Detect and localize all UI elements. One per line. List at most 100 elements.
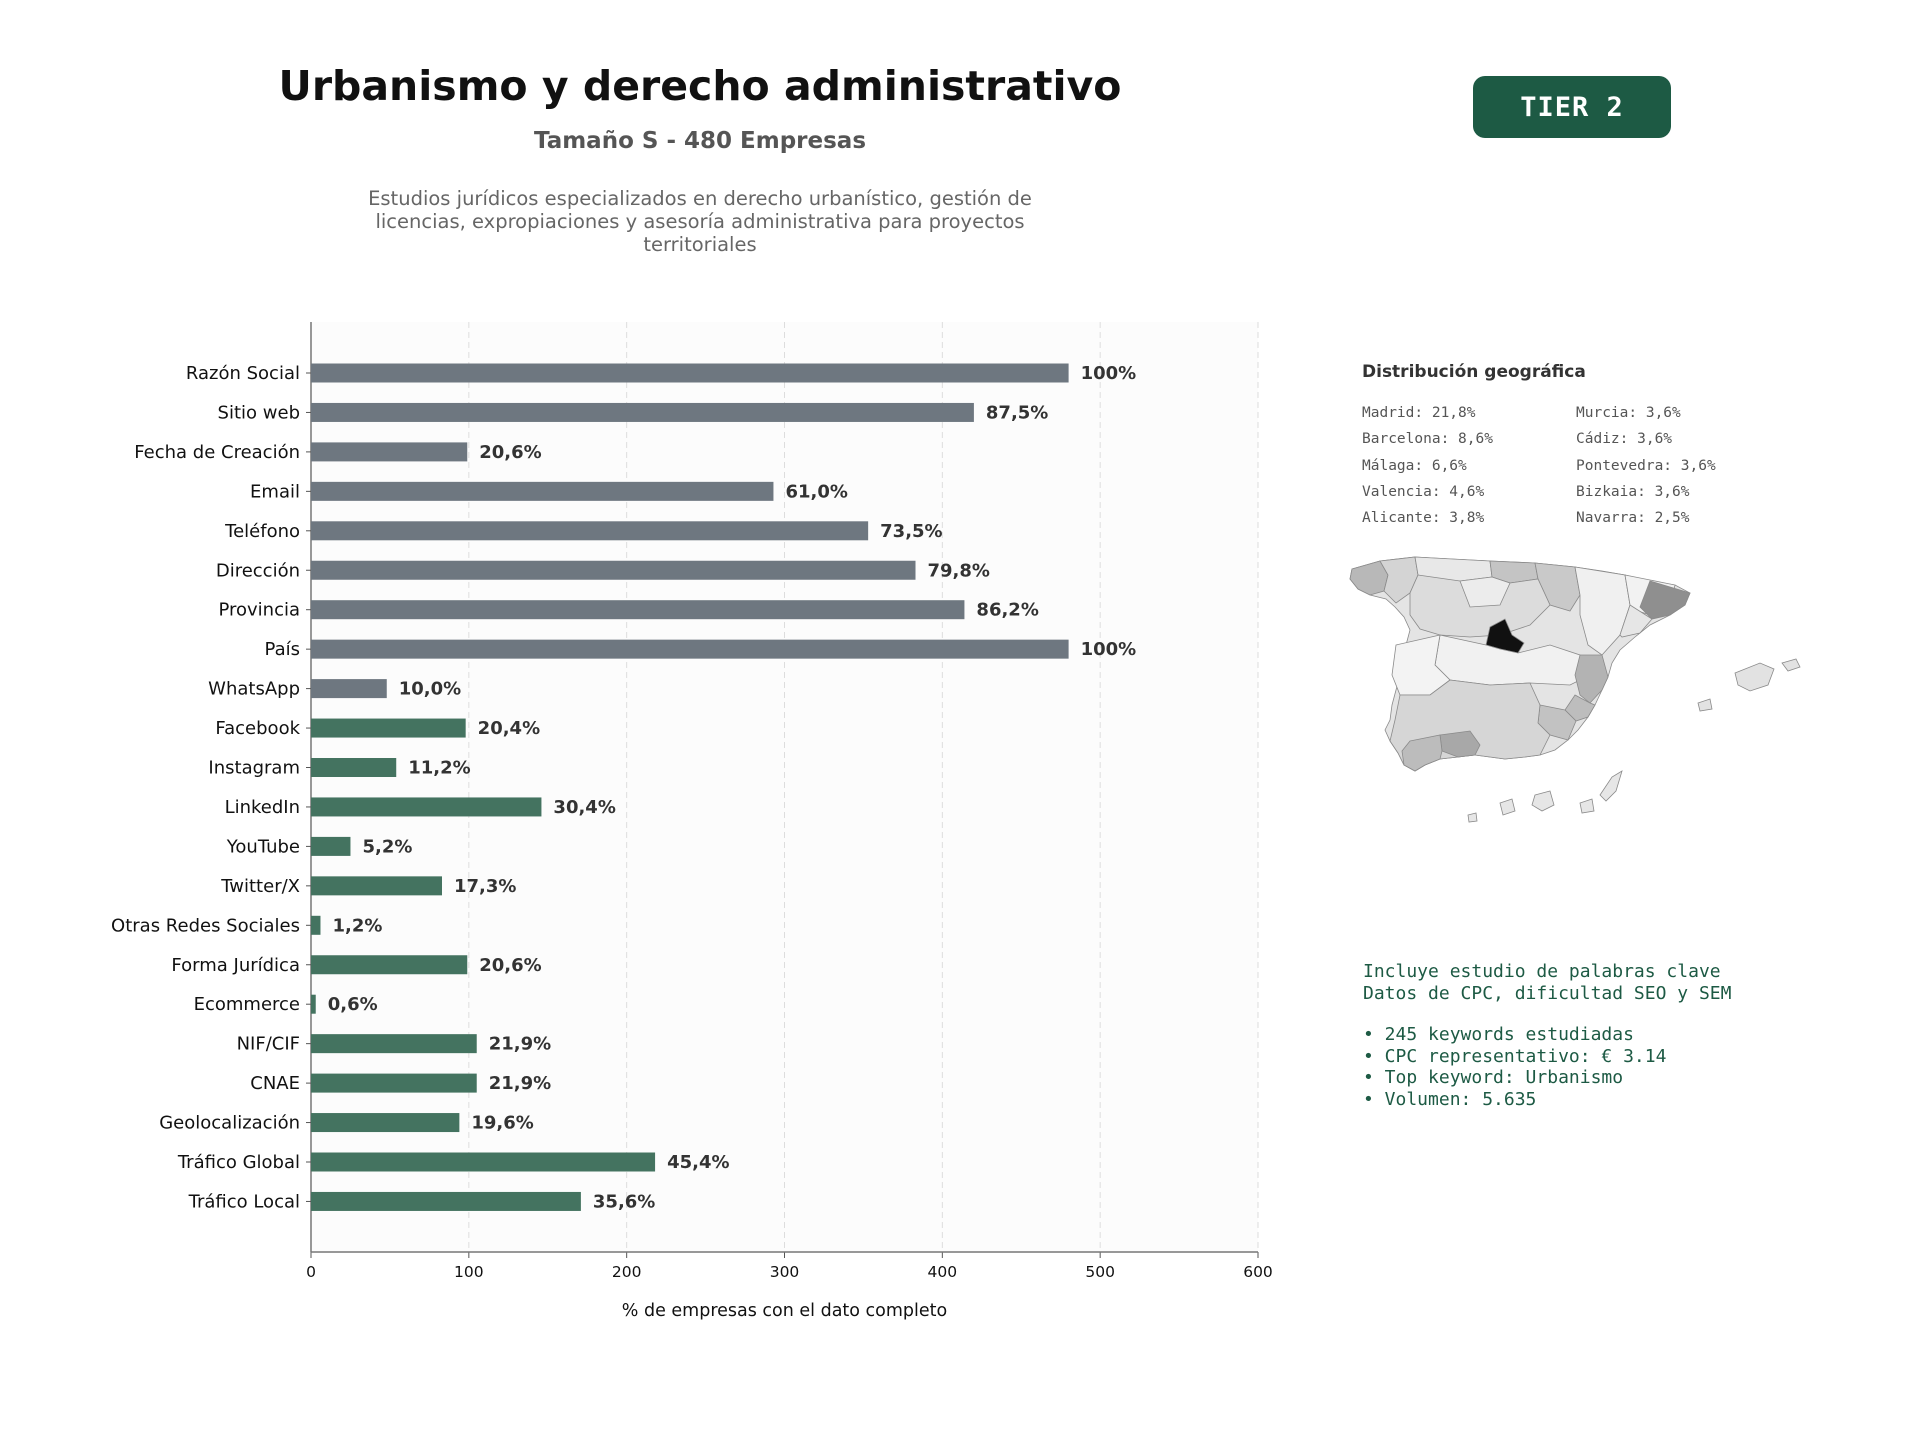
bar: [311, 955, 468, 975]
data-label: 86,2%: [976, 600, 1038, 621]
category-label: Email: [250, 481, 300, 502]
x-tick-label: 0: [306, 1263, 316, 1281]
map-barcelona: [1639, 580, 1691, 620]
category-label: Sitio web: [218, 402, 300, 423]
data-label: 45,4%: [667, 1152, 729, 1173]
map-leon-east: [1459, 576, 1511, 608]
bar: [311, 1191, 581, 1211]
map-canarias-4: [1599, 770, 1623, 802]
category-label: CNAE: [250, 1073, 300, 1094]
bar: [311, 442, 468, 462]
page-subtitle: Tamaño S - 480 Empresas: [533, 128, 867, 154]
category-label: Ecommerce: [194, 994, 300, 1015]
bar: [311, 363, 1069, 383]
data-label: 61,0%: [785, 481, 847, 502]
map-menorca: [1781, 658, 1801, 672]
bar: [311, 600, 965, 620]
geo-entry: Murcia: 3,6%: [1576, 405, 1681, 421]
bar: [311, 1152, 656, 1172]
bar: [311, 679, 387, 699]
data-label: 79,8%: [928, 560, 990, 581]
x-axis-label: % de empresas con el dato completo: [622, 1301, 947, 1321]
category-label: Provincia: [218, 600, 300, 621]
bar: [311, 1034, 477, 1054]
geo-distribution-title: Distribución geográfica: [1362, 362, 1586, 382]
x-tick-label: 500: [1085, 1263, 1115, 1281]
data-label: 20,6%: [479, 442, 541, 463]
category-label: Instagram: [208, 758, 300, 779]
bar: [311, 521, 869, 541]
data-label: 5,2%: [362, 836, 412, 857]
map-valencia: [1574, 654, 1609, 704]
x-tick-label: 600: [1243, 1263, 1273, 1281]
map-mallorca: [1734, 662, 1775, 692]
bar: [311, 1073, 477, 1093]
category-label: Fecha de Creación: [134, 442, 300, 463]
tier-badge: TIER 2: [1473, 76, 1671, 138]
data-label: 11,2%: [408, 758, 470, 779]
bar: [311, 1113, 460, 1133]
data-label: 20,4%: [478, 718, 540, 739]
keyword-bullet: • Volumen: 5.635: [1363, 1088, 1537, 1110]
geo-entry: Pontevedra: 3,6%: [1576, 457, 1716, 474]
keyword-study-info: Incluye estudio de palabras clave Datos …: [1363, 961, 1731, 1110]
keyword-line: Datos de CPC, dificultad SEO y SEM: [1363, 982, 1732, 1004]
data-label: 100%: [1081, 363, 1137, 384]
bar: [311, 481, 774, 501]
category-label: Teléfono: [224, 521, 300, 542]
category-label: LinkedIn: [225, 797, 300, 818]
bar: [311, 758, 397, 777]
bar: [311, 639, 1069, 659]
category-label: NIF/CIF: [237, 1034, 300, 1055]
data-label: 73,5%: [880, 521, 942, 542]
x-tick-label: 100: [454, 1263, 484, 1281]
bar: [311, 836, 351, 856]
bar: [311, 797, 542, 817]
category-label: WhatsApp: [208, 679, 300, 700]
data-label: 17,3%: [454, 876, 516, 897]
category-label: Razón Social: [186, 363, 300, 384]
category-label: YouTube: [226, 836, 300, 857]
keyword-bullet: • Top keyword: Urbanismo: [1363, 1067, 1624, 1088]
data-completeness-bar-chart: 0 100 200 300 400 500 600 Razón Social 100% Sitio…: [111, 322, 1273, 1321]
page-title: Urbanismo y derecho administrativo: [278, 62, 1122, 110]
map-pontevedra: [1349, 560, 1389, 596]
sector-description: Estudios jurídicos especializados en der…: [368, 187, 1032, 256]
geo-entry: Valencia: 4,6%: [1362, 483, 1485, 500]
bar: [311, 994, 316, 1014]
spain-province-map: [1349, 556, 1801, 823]
geo-entry: Navarra: 2,5%: [1576, 510, 1690, 527]
geo-entry: Málaga: 6,6%: [1362, 457, 1467, 474]
category-label: Tráfico Global: [177, 1152, 300, 1173]
category-label: Facebook: [215, 718, 300, 739]
keyword-bullet: • CPC representativo: € 3.14: [1363, 1045, 1667, 1067]
map-tarragona: [1619, 604, 1653, 638]
map-canarias-3: [1499, 798, 1516, 816]
category-label: Tráfico Local: [188, 1191, 300, 1212]
data-label: 10,0%: [399, 679, 461, 700]
bar: [311, 718, 466, 738]
data-label: 30,4%: [553, 797, 615, 818]
category-label: Otras Redes Sociales: [111, 915, 300, 936]
map-ibiza: [1697, 698, 1713, 712]
geo-entry: Madrid: 21,8%: [1362, 405, 1476, 421]
data-label: 35,6%: [593, 1191, 655, 1212]
geo-list-left: Madrid: 21,8% Barcelona: 8,6% Málaga: 6,…: [1362, 400, 1493, 531]
data-label: 1,2%: [332, 915, 382, 936]
map-canarias-5: [1467, 812, 1478, 823]
category-label: Forma Jurídica: [171, 955, 300, 976]
data-label: 87,5%: [986, 402, 1048, 423]
category-label: País: [265, 639, 300, 660]
category-label: Twitter/X: [220, 876, 300, 897]
data-label: 100%: [1081, 639, 1137, 660]
data-label: 20,6%: [479, 955, 541, 976]
bar: [311, 402, 974, 422]
geo-list-right: Murcia: 3,6% Cádiz: 3,6% Pontevedra: 3,6…: [1576, 400, 1716, 531]
map-canarias-2: [1579, 798, 1595, 814]
geo-entry: Cádiz: 3,6%: [1576, 431, 1673, 448]
geo-entry: Bizkaia: 3,6%: [1576, 483, 1690, 500]
map-canarias-1: [1531, 790, 1555, 812]
x-tick-label: 200: [612, 1263, 642, 1281]
map-cadiz: [1401, 734, 1443, 772]
geo-entry: Barcelona: 8,6%: [1362, 431, 1493, 448]
